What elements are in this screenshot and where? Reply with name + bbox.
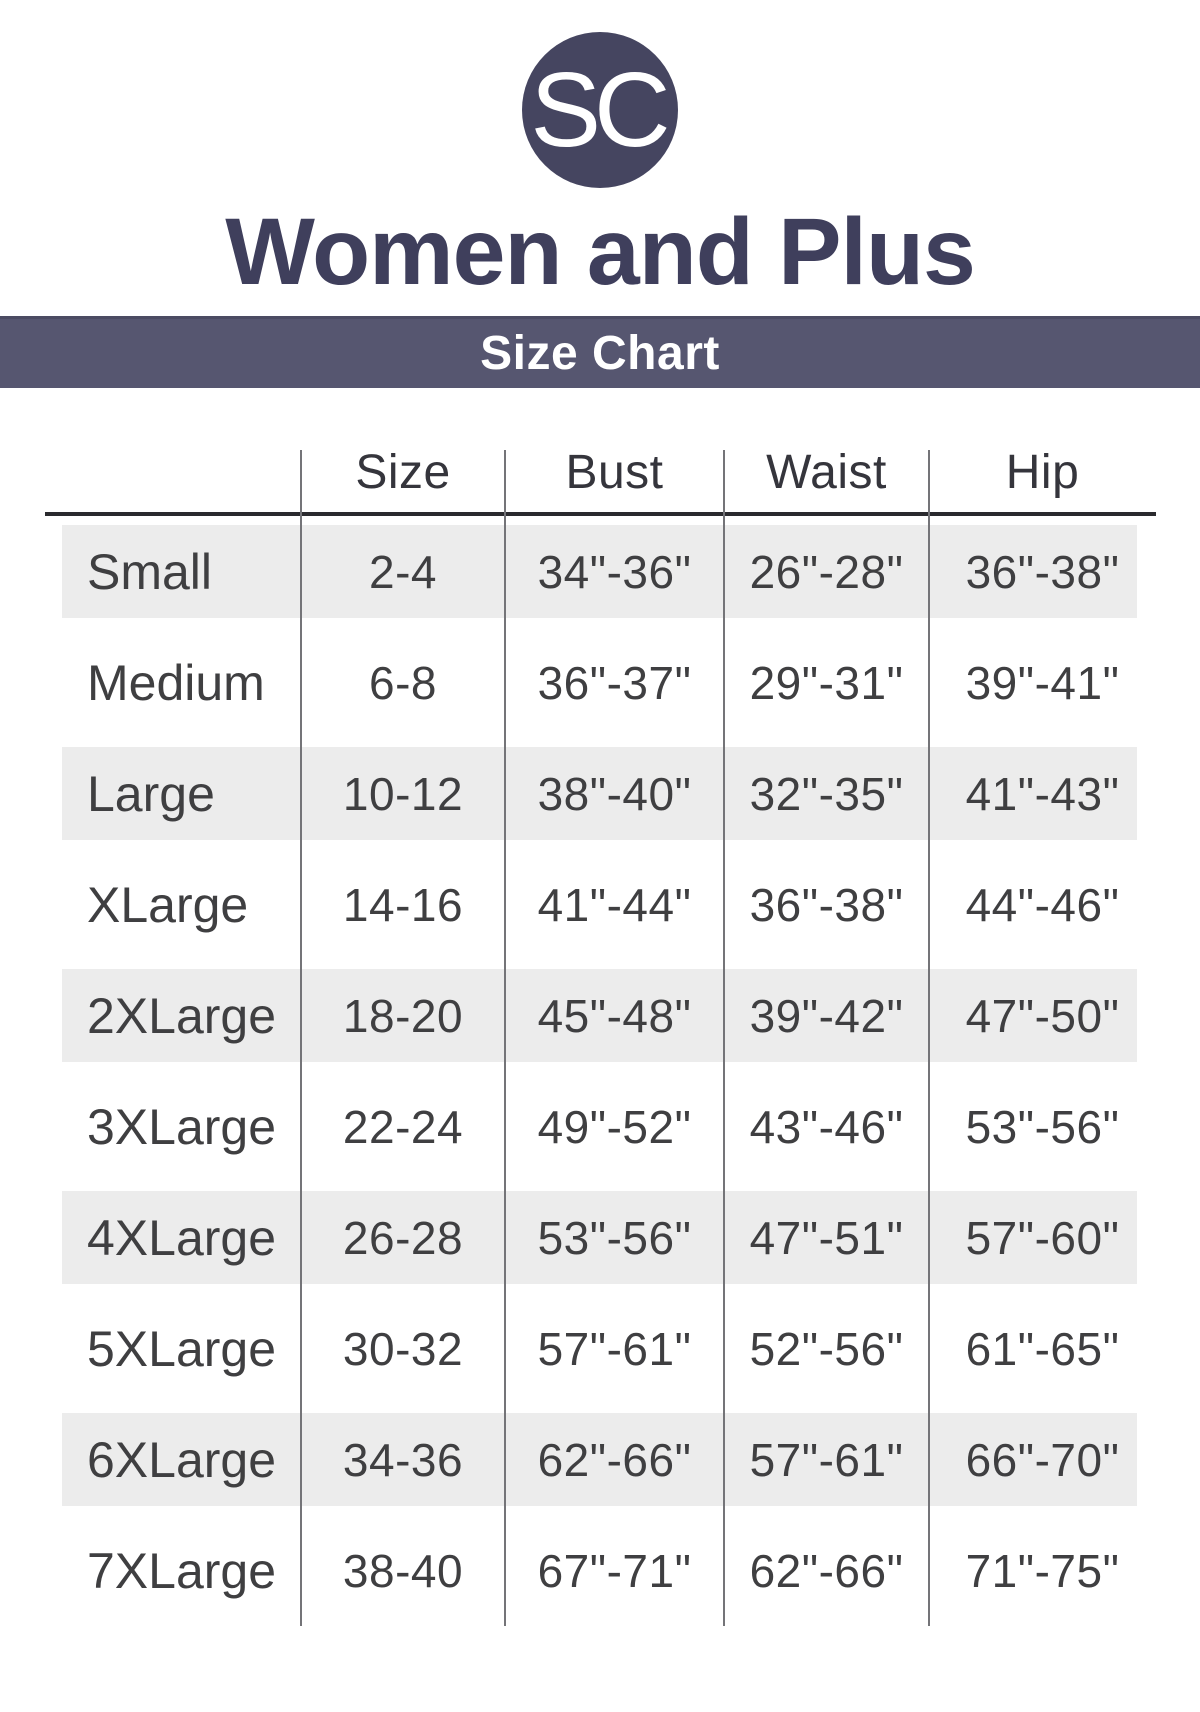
- size-value-cell: 38-40: [342, 1544, 464, 1597]
- waist-value-cell: 57"-61": [749, 1433, 904, 1486]
- hip-value-cell: 44"-46": [965, 878, 1120, 931]
- size-value-cell: 18-20: [342, 989, 464, 1042]
- row-label-cell: Medium: [87, 654, 265, 711]
- column-divider: [928, 450, 930, 1626]
- table-row: 7XLarge 38-40 67"-71" 62"-66" 71"-75": [45, 1515, 1156, 1626]
- bust-value-cell: 45"-48": [537, 989, 692, 1042]
- table-row: 5XLarge 30-32 57"-61" 52"-56" 61"-65": [45, 1293, 1156, 1404]
- column-divider: [723, 450, 725, 1626]
- bust-value-cell: 62"-66": [537, 1433, 692, 1486]
- size-chart-banner: Size Chart: [0, 316, 1200, 388]
- row-label-cell: 3XLarge: [87, 1098, 277, 1155]
- brand-logo: SC: [522, 32, 678, 188]
- size-table-header: Size Bust Waist Hip: [45, 421, 1156, 516]
- hip-value-cell: 41"-43": [965, 767, 1120, 820]
- row-label-cell: 5XLarge: [87, 1320, 277, 1377]
- size-chart-banner-label: Size Chart: [480, 327, 720, 380]
- size-table-body: Small 2-4 34"-36" 26"-28" 36"-38" Medium…: [45, 516, 1156, 1626]
- waist-value-cell: 62"-66": [749, 1544, 904, 1597]
- waist-value-cell: 47"-51": [749, 1211, 904, 1264]
- table-row: XLarge 14-16 41"-44" 36"-38" 44"-46": [45, 849, 1156, 960]
- waist-value-cell: 26"-28": [749, 545, 904, 598]
- bust-value-cell: 41"-44": [537, 878, 692, 931]
- row-label-cell: 6XLarge: [87, 1431, 277, 1488]
- row-label-cell: Large: [87, 765, 215, 822]
- size-value-cell: 14-16: [342, 878, 464, 931]
- header-cell-empty: [45, 421, 301, 512]
- hip-value-cell: 47"-50": [965, 989, 1120, 1042]
- waist-value-cell: 32"-35": [749, 767, 904, 820]
- hip-value-cell: 71"-75": [965, 1544, 1120, 1597]
- header-cell-hip: Hip: [1005, 446, 1080, 499]
- waist-value-cell: 43"-46": [749, 1100, 904, 1153]
- row-label-cell: 4XLarge: [87, 1209, 277, 1266]
- row-label-cell: XLarge: [87, 876, 249, 933]
- waist-value-cell: 52"-56": [749, 1322, 904, 1375]
- hip-value-cell: 61"-65": [965, 1322, 1120, 1375]
- hip-value-cell: 53"-56": [965, 1100, 1120, 1153]
- header-cell-waist: Waist: [766, 446, 887, 499]
- bust-value-cell: 38"-40": [537, 767, 692, 820]
- bust-value-cell: 34"-36": [537, 545, 692, 598]
- table-row: 2XLarge 18-20 45"-48" 39"-42" 47"-50": [45, 960, 1156, 1071]
- hip-value-cell: 57"-60": [965, 1211, 1120, 1264]
- size-value-cell: 10-12: [342, 767, 464, 820]
- size-table: Size Bust Waist Hip Small 2-4 34"-36" 26…: [45, 421, 1156, 1626]
- size-value-cell: 34-36: [342, 1433, 464, 1486]
- size-value-cell: 30-32: [342, 1322, 464, 1375]
- header-cell-bust: Bust: [565, 446, 664, 499]
- column-divider: [300, 450, 302, 1626]
- table-row: Medium 6-8 36"-37" 29"-31" 39"-41": [45, 627, 1156, 738]
- waist-value-cell: 36"-38": [749, 878, 904, 931]
- table-row: Large 10-12 38"-40" 32"-35" 41"-43": [45, 738, 1156, 849]
- row-label-cell: 7XLarge: [87, 1542, 277, 1599]
- waist-value-cell: 39"-42": [749, 989, 904, 1042]
- bust-value-cell: 36"-37": [537, 656, 692, 709]
- bust-value-cell: 53"-56": [537, 1211, 692, 1264]
- table-row: 6XLarge 34-36 62"-66" 57"-61" 66"-70": [45, 1404, 1156, 1515]
- size-value-cell: 22-24: [342, 1100, 464, 1153]
- bust-value-cell: 49"-52": [537, 1100, 692, 1153]
- size-value-cell: 26-28: [342, 1211, 464, 1264]
- row-label-cell: Small: [87, 543, 213, 600]
- size-value-cell: 2-4: [369, 545, 437, 598]
- size-value-cell: 6-8: [369, 656, 437, 709]
- page-title: Women and Plus: [225, 199, 976, 305]
- header-cell-size: Size: [355, 446, 451, 499]
- hip-value-cell: 36"-38": [965, 545, 1120, 598]
- waist-value-cell: 29"-31": [749, 656, 904, 709]
- row-label-cell: 2XLarge: [87, 987, 277, 1044]
- brand-logo-initials: SC: [530, 51, 670, 169]
- bust-value-cell: 57"-61": [537, 1322, 692, 1375]
- table-row: Small 2-4 34"-36" 26"-28" 36"-38": [45, 516, 1156, 627]
- hip-value-cell: 66"-70": [965, 1433, 1120, 1486]
- hip-value-cell: 39"-41": [965, 656, 1120, 709]
- table-row: 3XLarge 22-24 49"-52" 43"-46" 53"-56": [45, 1071, 1156, 1182]
- bust-value-cell: 67"-71": [537, 1544, 692, 1597]
- column-divider: [504, 450, 506, 1626]
- table-row: 4XLarge 26-28 53"-56" 47"-51" 57"-60": [45, 1182, 1156, 1293]
